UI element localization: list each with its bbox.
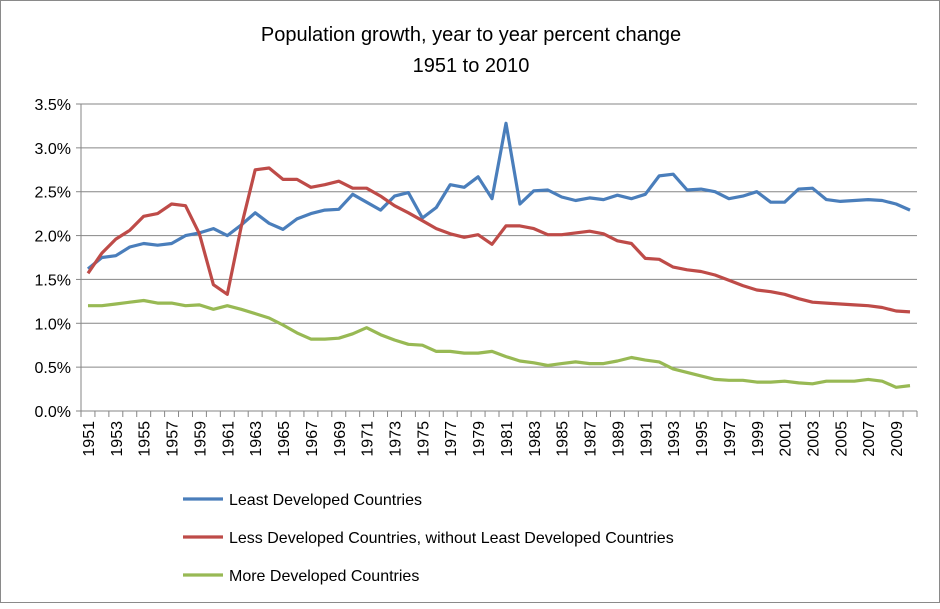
x-tick-label: 1981 bbox=[499, 421, 516, 457]
y-tick-label: 2.5% bbox=[35, 185, 71, 202]
x-tick-label: 1991 bbox=[638, 421, 655, 457]
x-tick-label: 1959 bbox=[192, 421, 209, 457]
x-tick-label: 1985 bbox=[555, 421, 572, 457]
x-tick-label: 1979 bbox=[471, 421, 488, 457]
y-tick-label: 0.0% bbox=[35, 404, 71, 421]
series-line-1 bbox=[88, 168, 910, 312]
x-tick-label: 1957 bbox=[165, 421, 182, 457]
x-tick-label: 1971 bbox=[360, 421, 377, 457]
x-tick-label: 1963 bbox=[248, 421, 265, 457]
x-tick-label: 1999 bbox=[750, 421, 767, 457]
y-tick-label: 2.0% bbox=[35, 229, 71, 246]
x-tick-label: 2009 bbox=[889, 421, 906, 457]
y-tick-label: 3.0% bbox=[35, 141, 71, 158]
x-tick-label: 1983 bbox=[527, 421, 544, 457]
x-tick-label: 1967 bbox=[304, 421, 321, 457]
chart-title-line-1: Population growth, year to year percent … bbox=[261, 24, 681, 46]
chart-title-line-2: 1951 to 2010 bbox=[413, 55, 530, 77]
x-tick-label: 1973 bbox=[388, 421, 405, 457]
x-tick-label: 1975 bbox=[415, 421, 432, 457]
x-tick-label: 1951 bbox=[81, 421, 98, 457]
y-tick-label: 0.5% bbox=[35, 360, 71, 377]
x-tick-label: 2005 bbox=[833, 421, 850, 457]
y-tick-label: 3.5% bbox=[35, 97, 71, 114]
series-line-0 bbox=[88, 123, 910, 269]
x-tick-label: 1989 bbox=[610, 421, 627, 457]
x-tick-label: 1955 bbox=[137, 421, 154, 457]
x-tick-label: 1997 bbox=[722, 421, 739, 457]
x-tick-label: 1969 bbox=[332, 421, 349, 457]
legend-label: Least Developed Countries bbox=[229, 492, 422, 509]
x-tick-label: 2001 bbox=[778, 421, 795, 457]
x-tick-label: 1993 bbox=[666, 421, 683, 457]
x-tick-label: 1965 bbox=[276, 421, 293, 457]
x-tick-label: 2003 bbox=[806, 421, 823, 457]
legend-label: Less Developed Countries, without Least … bbox=[229, 530, 674, 547]
x-tick-label: 1961 bbox=[220, 421, 237, 457]
legend-label: More Developed Countries bbox=[229, 568, 419, 585]
y-tick-label: 1.0% bbox=[35, 316, 71, 333]
x-tick-label: 1995 bbox=[694, 421, 711, 457]
series-line-2 bbox=[88, 301, 910, 388]
x-tick-label: 1953 bbox=[109, 421, 126, 457]
x-tick-label: 1977 bbox=[443, 421, 460, 457]
x-tick-label: 1987 bbox=[583, 421, 600, 457]
x-tick-label: 2007 bbox=[861, 421, 878, 457]
y-tick-label: 1.5% bbox=[35, 272, 71, 289]
